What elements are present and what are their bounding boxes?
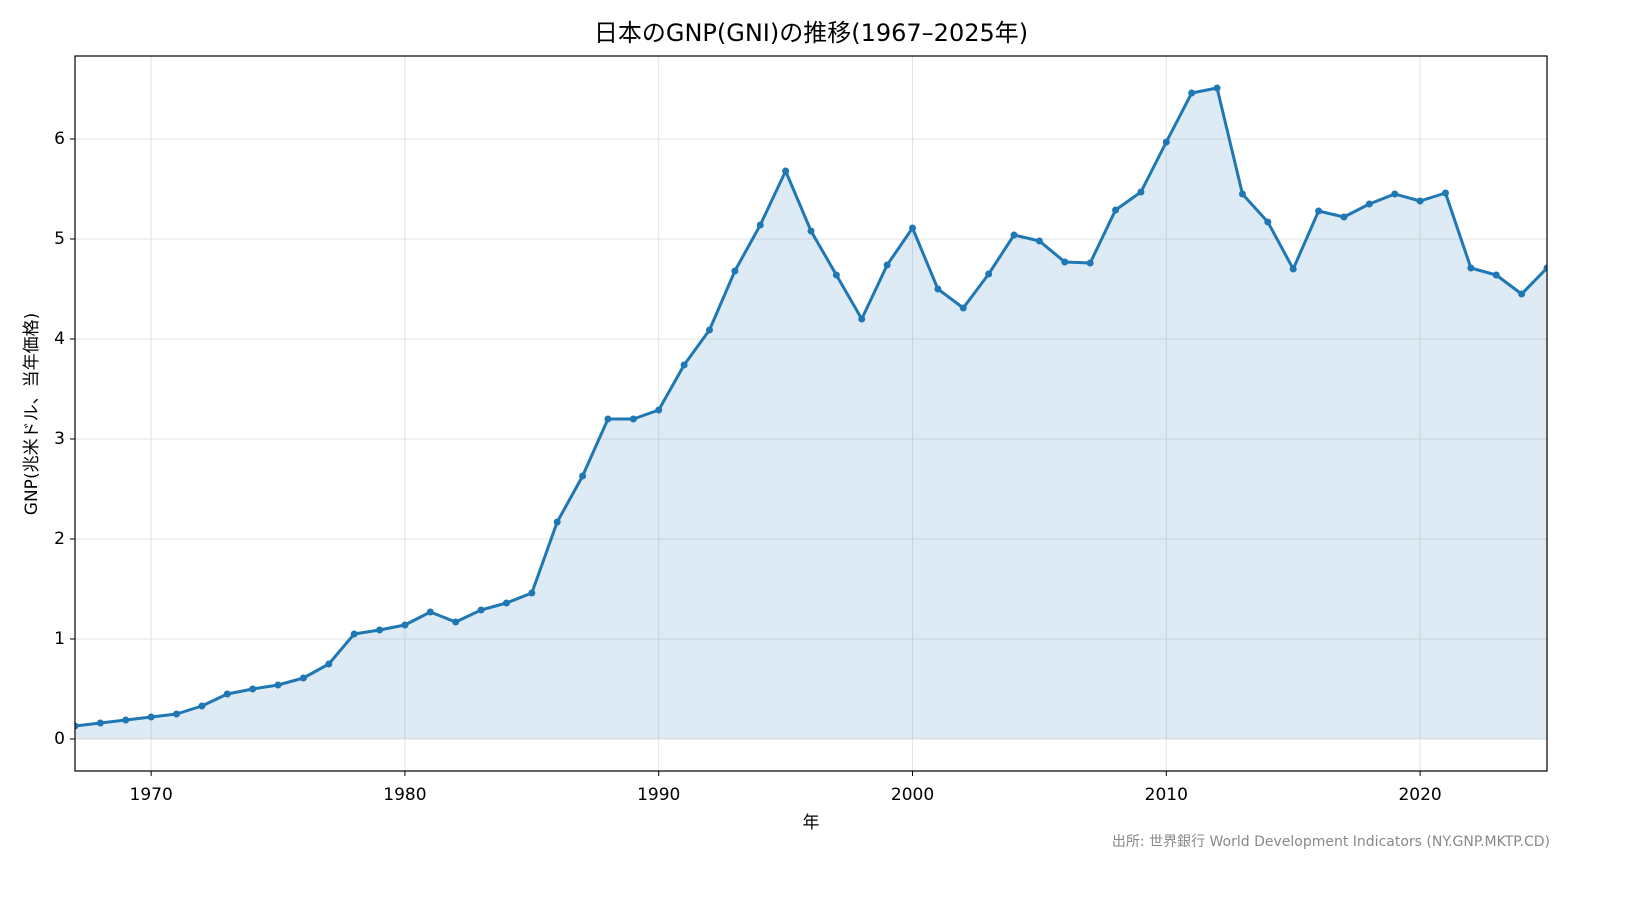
marker — [807, 227, 815, 235]
marker — [1086, 259, 1094, 267]
marker — [959, 304, 967, 312]
marker — [122, 716, 130, 724]
y-tick-label: 3 — [54, 429, 65, 449]
marker — [858, 315, 866, 323]
marker — [1035, 237, 1043, 245]
x-tick-label: 1980 — [383, 785, 426, 805]
marker — [426, 608, 434, 616]
marker — [782, 167, 790, 175]
marker — [731, 267, 739, 275]
marker — [680, 361, 688, 369]
marker — [1188, 89, 1196, 97]
marker — [299, 674, 307, 682]
marker — [452, 618, 460, 626]
marker — [1289, 265, 1297, 273]
plot-frame — [74, 55, 1548, 772]
marker — [1441, 189, 1449, 197]
marker — [1467, 264, 1475, 272]
marker — [223, 690, 231, 698]
marker — [1061, 258, 1069, 266]
source-note: 出所: 世界銀行 World Development Indicators (N… — [1112, 834, 1550, 850]
marker — [934, 285, 942, 293]
marker — [249, 685, 257, 693]
marker — [173, 710, 181, 718]
marker — [477, 606, 485, 614]
marker — [832, 271, 840, 279]
marker — [1010, 231, 1018, 239]
marker — [96, 719, 104, 727]
marker — [528, 589, 536, 597]
y-tick-label: 6 — [54, 129, 65, 149]
x-tick-label: 1970 — [130, 785, 173, 805]
marker — [1112, 206, 1120, 214]
y-tick-label: 5 — [54, 229, 65, 249]
marker — [274, 681, 282, 689]
marker — [198, 702, 206, 710]
marker — [655, 406, 663, 414]
x-axis-label: 年 — [803, 813, 820, 833]
marker — [1416, 197, 1424, 205]
x-tick-label: 2020 — [1398, 785, 1441, 805]
x-tick-label: 2010 — [1145, 785, 1188, 805]
marker — [75, 722, 79, 730]
y-tick-label: 1 — [54, 629, 65, 649]
y-tick-label: 2 — [54, 529, 65, 549]
marker — [325, 660, 333, 668]
marker — [147, 713, 155, 721]
marker — [350, 630, 358, 638]
marker — [705, 326, 713, 334]
marker — [553, 518, 561, 526]
marker — [1137, 188, 1145, 196]
marker — [376, 626, 384, 634]
y-tick-label: 0 — [54, 729, 65, 749]
marker — [909, 224, 917, 232]
marker — [1543, 264, 1547, 272]
marker — [1238, 190, 1246, 198]
marker — [502, 599, 510, 607]
area — [75, 88, 1547, 739]
marker — [1391, 190, 1399, 198]
y-tick-label: 4 — [54, 329, 65, 349]
marker — [629, 415, 637, 423]
marker — [1518, 290, 1526, 298]
x-tick-label: 1990 — [637, 785, 680, 805]
marker — [1264, 218, 1272, 226]
marker — [1162, 138, 1170, 146]
marker — [1315, 207, 1323, 215]
marker — [1492, 271, 1500, 279]
marker — [883, 261, 891, 269]
marker — [985, 270, 993, 278]
chart-title: 日本のGNP(GNI)の推移(1967–2025年) — [594, 19, 1028, 47]
x-tick-label: 2000 — [891, 785, 934, 805]
marker — [401, 621, 409, 629]
marker — [1365, 200, 1373, 208]
marker — [756, 221, 764, 229]
y-axis-label: GNP(兆米ドル、当年価格) — [22, 313, 42, 515]
marker — [579, 472, 587, 480]
marker — [1213, 84, 1221, 92]
marker — [604, 415, 612, 423]
marker — [1340, 213, 1348, 221]
